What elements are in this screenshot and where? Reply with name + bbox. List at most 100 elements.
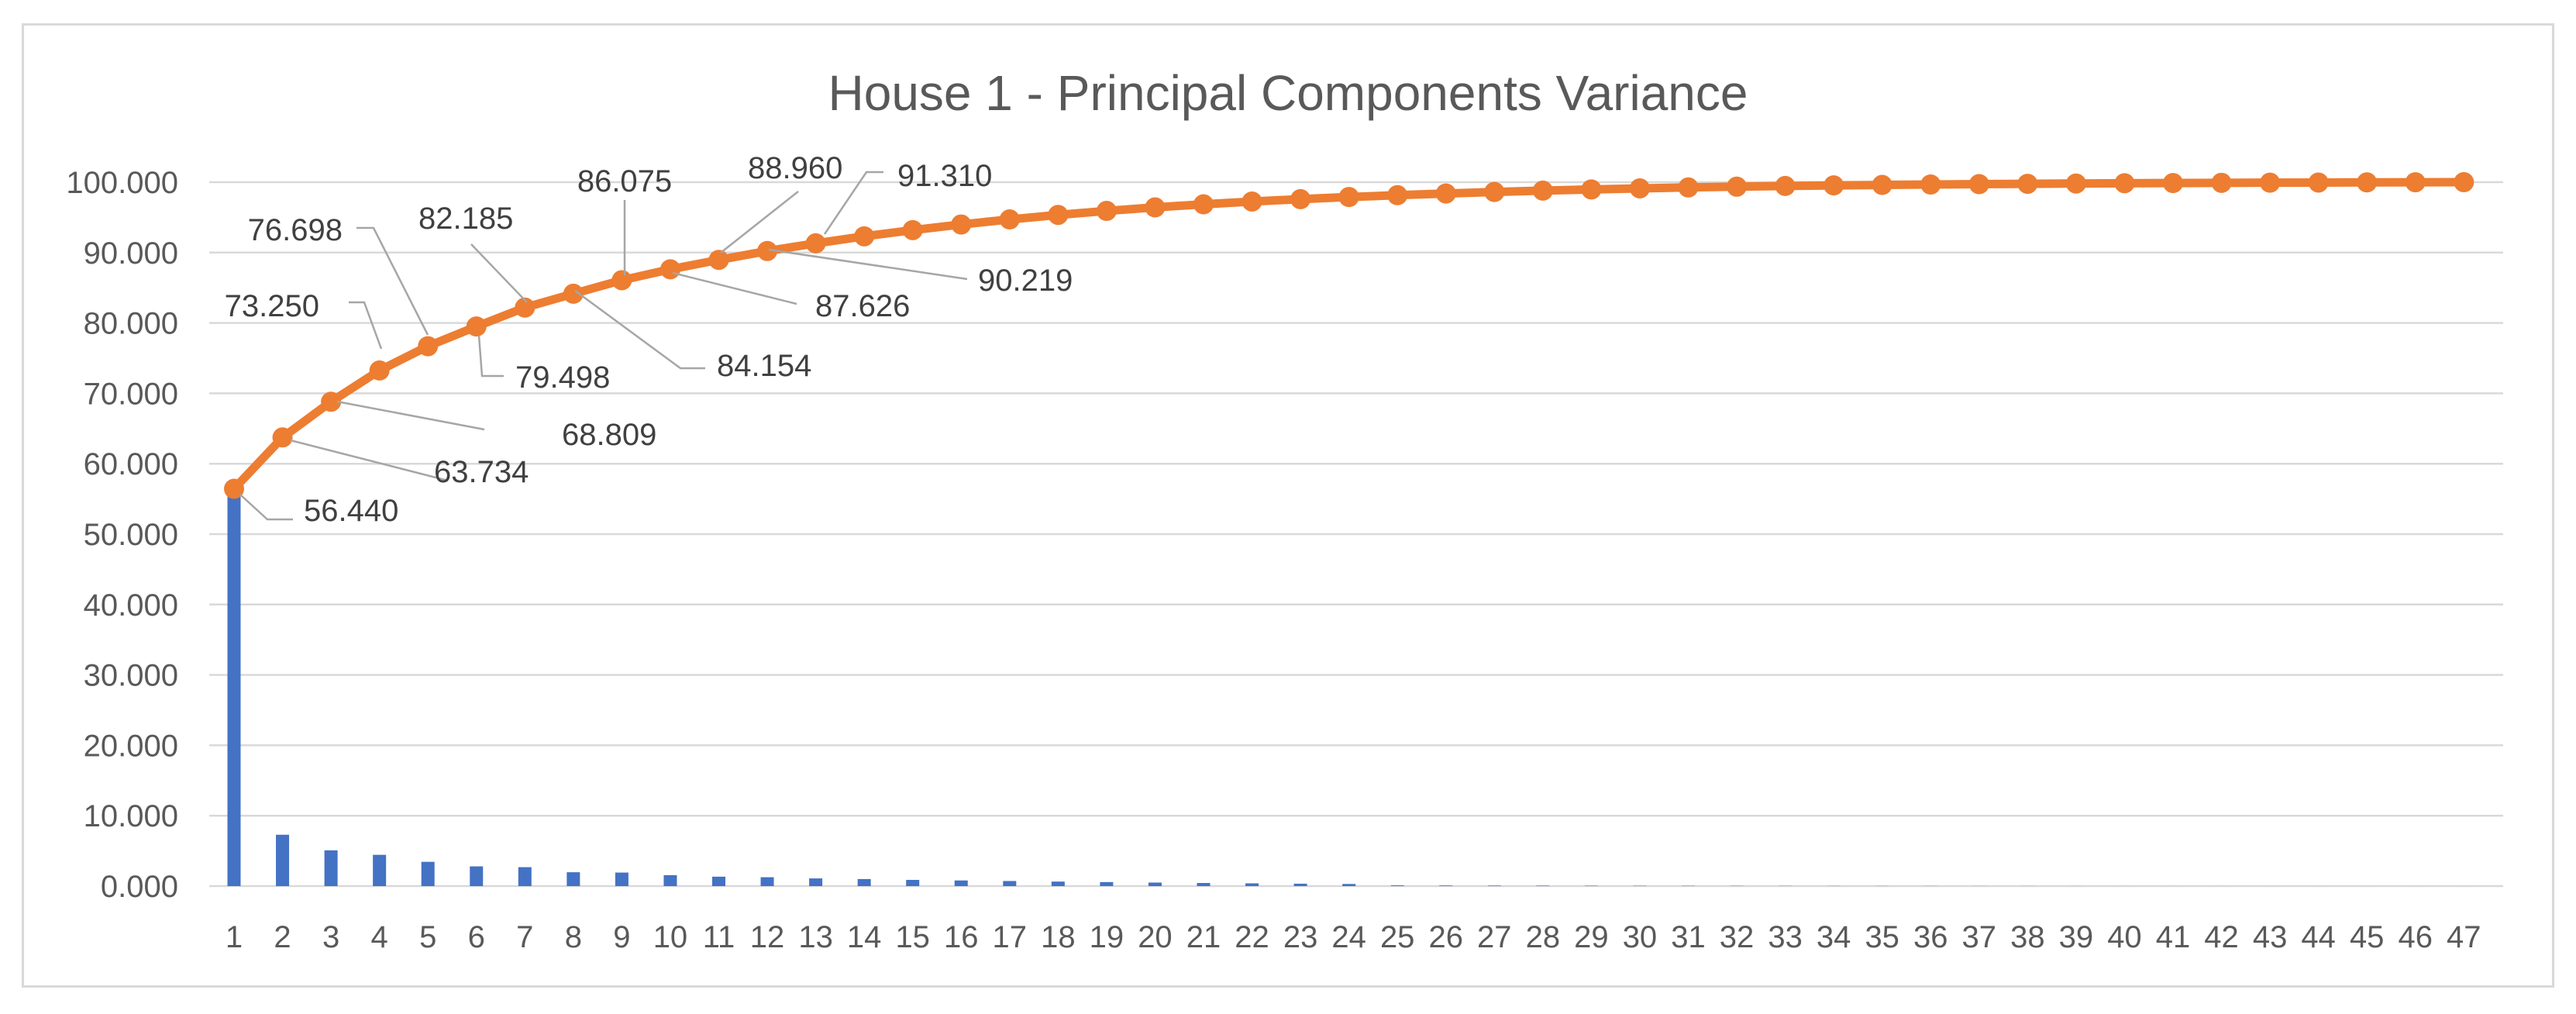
- data-label: 56.440: [304, 494, 398, 528]
- x-tick-label: 43: [2253, 920, 2288, 954]
- bar: [1536, 885, 1550, 886]
- data-label: 87.626: [815, 289, 910, 323]
- x-tick-label: 42: [2204, 920, 2239, 954]
- x-tick-label: 5: [419, 920, 436, 954]
- y-tick-label: 40.000: [84, 588, 178, 623]
- line-marker: [659, 259, 680, 280]
- x-tick-label: 14: [847, 920, 882, 954]
- bar: [1293, 883, 1307, 886]
- bar: [1051, 881, 1065, 886]
- line-marker: [757, 240, 778, 261]
- bar: [1245, 883, 1259, 886]
- data-label: 90.219: [978, 264, 1073, 298]
- bar: [227, 488, 241, 886]
- bar: [1342, 884, 1356, 886]
- x-tick-label: 9: [613, 920, 630, 954]
- x-tick-label: 28: [1526, 920, 1561, 954]
- y-tick-label: 60.000: [84, 447, 178, 481]
- line-marker: [1387, 185, 1408, 205]
- x-tick-label: 44: [2301, 920, 2336, 954]
- data-label: 88.960: [748, 151, 842, 185]
- x-tick-label: 24: [1331, 920, 1366, 954]
- bar: [1148, 882, 1162, 886]
- x-tick-label: 6: [468, 920, 485, 954]
- x-tick-label: 17: [993, 920, 1028, 954]
- line-marker: [1145, 197, 1166, 218]
- x-tick-label: 40: [2107, 920, 2142, 954]
- x-tick-label: 4: [371, 920, 388, 954]
- bar: [1003, 881, 1017, 886]
- leader-line: [574, 289, 705, 370]
- line-marker: [854, 226, 875, 247]
- line-marker: [1242, 191, 1262, 212]
- x-tick-label: 27: [1477, 920, 1512, 954]
- line-marker: [2211, 172, 2232, 193]
- y-tick-label: 100.000: [66, 166, 178, 200]
- chart-title: House 1 - Principal Components Variance: [828, 65, 1748, 121]
- bar: [324, 850, 338, 886]
- line-marker: [1629, 178, 1650, 198]
- x-tick-label: 38: [2010, 920, 2045, 954]
- leader-line: [477, 335, 504, 378]
- x-axis-tick-labels: 1 2 3 4 5 6 7 8 9 10 11 12 13 14 15 16 17 18 19 20 21 22 23 24 2…: [226, 920, 2481, 954]
- bar: [760, 877, 774, 886]
- x-tick-label: 30: [1623, 920, 1658, 954]
- x-tick-label: 21: [1186, 920, 1221, 954]
- line-marker: [805, 233, 826, 254]
- line-marker: [1920, 174, 1941, 195]
- line-marker: [1290, 188, 1311, 209]
- y-tick-label: 20.000: [84, 729, 178, 763]
- leader-line: [336, 400, 485, 431]
- line-marker: [515, 297, 536, 318]
- line-series: [224, 172, 2474, 499]
- x-tick-label: 22: [1235, 920, 1269, 954]
- x-tick-label: 31: [1671, 920, 1706, 954]
- x-tick-label: 45: [2350, 920, 2385, 954]
- leader-line: [239, 494, 293, 521]
- line-marker: [2357, 172, 2378, 193]
- line-marker: [951, 214, 972, 235]
- leader-line: [768, 248, 968, 281]
- x-tick-label: 20: [1138, 920, 1173, 954]
- x-tick-label: 47: [2447, 920, 2481, 954]
- line-marker: [2454, 172, 2474, 192]
- line-marker: [1338, 187, 1359, 208]
- line-marker: [563, 283, 584, 304]
- x-tick-label: 10: [653, 920, 688, 954]
- bar: [421, 861, 435, 886]
- x-tick-label: 39: [2059, 920, 2094, 954]
- leader-line: [672, 271, 797, 305]
- bar: [954, 880, 968, 886]
- bar: [373, 854, 387, 886]
- x-tick-label: 7: [516, 920, 533, 954]
- x-tick-label: 32: [1720, 920, 1755, 954]
- bar: [276, 834, 290, 886]
- bar: [712, 876, 725, 886]
- line-marker: [1435, 183, 1456, 204]
- data-label: 84.154: [717, 349, 811, 383]
- bar-series: [227, 488, 2471, 886]
- x-tick-label: 2: [274, 920, 291, 954]
- y-tick-label: 30.000: [84, 659, 178, 693]
- bar: [1390, 885, 1404, 886]
- bar: [1439, 885, 1453, 886]
- bar: [809, 878, 823, 886]
- bar: [663, 874, 677, 886]
- data-labels: 56.440 63.734 68.809 73.250 76.698 79.498 82.1…: [225, 151, 1073, 528]
- y-tick-label: 80.000: [84, 307, 178, 341]
- line-marker: [1581, 179, 1602, 200]
- line-marker: [321, 391, 342, 412]
- bar: [567, 872, 580, 886]
- line-marker: [1532, 180, 1553, 201]
- x-tick-label: 15: [895, 920, 930, 954]
- leader-line: [823, 171, 883, 235]
- y-tick-label: 50.000: [84, 518, 178, 552]
- leader-line: [349, 301, 383, 350]
- line-marker: [1048, 205, 1069, 226]
- y-tick-label: 90.000: [84, 236, 178, 271]
- line-marker: [1678, 177, 1699, 198]
- x-tick-label: 34: [1817, 920, 1851, 954]
- bar: [1197, 883, 1211, 886]
- bar: [1487, 885, 1501, 886]
